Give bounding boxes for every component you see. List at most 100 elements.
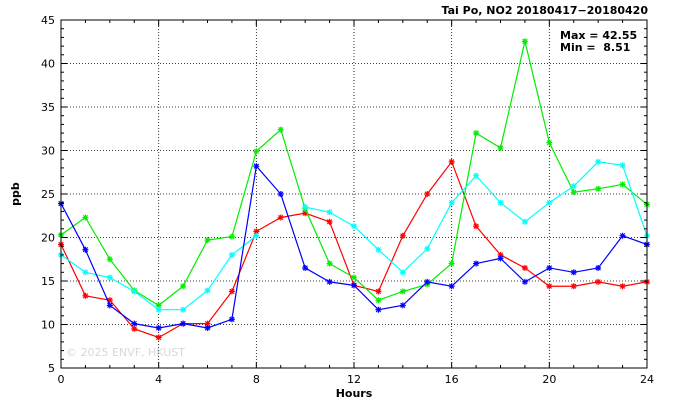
- data-point-marker: [546, 199, 553, 206]
- data-point-marker: [448, 199, 455, 206]
- series-group: [58, 158, 650, 341]
- data-point-marker: [375, 288, 382, 295]
- y-tick-label: 25: [41, 188, 55, 201]
- y-axis-title: ppb: [9, 182, 22, 206]
- data-point-marker: [473, 260, 480, 267]
- x-tick-label: 24: [640, 373, 654, 386]
- x-tick-label: 16: [445, 373, 459, 386]
- data-point-marker: [399, 232, 406, 239]
- data-point-marker: [473, 172, 480, 179]
- data-point-marker: [106, 274, 113, 281]
- data-point-marker: [204, 237, 211, 244]
- data-point-marker: [448, 158, 455, 165]
- min-label: Min = 8.51: [560, 41, 630, 54]
- data-point-marker: [448, 260, 455, 267]
- data-point-marker: [228, 251, 235, 258]
- data-point-marker: [204, 287, 211, 294]
- data-point-marker: [253, 228, 260, 235]
- data-point-marker: [546, 264, 553, 271]
- x-tick-label: 0: [58, 373, 65, 386]
- data-point-marker: [570, 183, 577, 190]
- y-tick-label: 20: [41, 232, 55, 245]
- series-group: [58, 163, 650, 331]
- data-point-marker: [521, 278, 528, 285]
- data-point-marker: [155, 306, 162, 313]
- data-point-marker: [228, 316, 235, 323]
- y-tick-label: 45: [41, 14, 55, 27]
- data-point-marker: [82, 292, 89, 299]
- data-point-marker: [424, 278, 431, 285]
- data-point-marker: [399, 288, 406, 295]
- data-point-marker: [82, 214, 89, 221]
- data-point-marker: [473, 223, 480, 230]
- data-point-marker: [277, 191, 284, 197]
- data-point-marker: [277, 126, 284, 133]
- data-point-marker: [351, 282, 357, 289]
- x-axis-title: Hours: [336, 387, 373, 400]
- data-point-marker: [595, 278, 602, 285]
- data-point-marker: [106, 302, 113, 309]
- data-point-marker: [253, 163, 260, 170]
- data-point-marker: [473, 130, 480, 137]
- data-point-marker: [375, 297, 382, 304]
- data-point-marker: [131, 288, 138, 295]
- data-point-marker: [546, 283, 553, 290]
- data-point-marker: [351, 223, 357, 230]
- data-point-marker: [326, 218, 333, 225]
- data-point-marker: [595, 185, 602, 192]
- data-point-marker: [131, 320, 138, 327]
- y-tick-label: 35: [41, 101, 55, 114]
- data-point-marker: [619, 283, 626, 290]
- data-point-marker: [375, 246, 382, 253]
- watermark-text: © 2025 ENVF, HKUST: [66, 346, 185, 359]
- y-tick-label: 30: [41, 145, 55, 158]
- data-point-marker: [570, 269, 577, 276]
- data-point-marker: [619, 232, 626, 239]
- data-point-marker: [155, 324, 162, 331]
- data-point-marker: [448, 283, 455, 290]
- data-point-marker: [497, 144, 504, 151]
- data-point-marker: [180, 283, 187, 290]
- data-point-marker: [326, 209, 333, 216]
- data-point-marker: [106, 256, 113, 263]
- data-point-marker: [351, 274, 357, 281]
- x-tick-label: 12: [347, 373, 361, 386]
- data-point-marker: [277, 214, 284, 221]
- max-label: Max = 42.55: [560, 29, 637, 42]
- data-point-marker: [302, 264, 309, 271]
- data-point-marker: [399, 269, 406, 276]
- y-tick-label: 15: [41, 275, 55, 288]
- data-point-marker: [570, 283, 577, 290]
- data-point-marker: [619, 181, 626, 188]
- data-point-marker: [131, 325, 138, 332]
- grid-lines: [61, 20, 647, 368]
- data-point-marker: [228, 233, 235, 240]
- axis-ticks: 0 4 8 12 16 20 24 5 10 15 20 25 30 35 40 45: [41, 14, 654, 386]
- chart-title: Tai Po, NO2 20180417−20180420: [442, 4, 649, 17]
- data-point-marker: [326, 278, 333, 285]
- x-tick-label: 20: [542, 373, 556, 386]
- data-point-marker: [595, 264, 602, 271]
- data-point-marker: [619, 162, 626, 169]
- data-point-marker: [253, 232, 260, 239]
- data-point-marker: [497, 255, 504, 262]
- x-tick-label: 4: [155, 373, 162, 386]
- data-point-marker: [82, 269, 89, 276]
- data-point-marker: [180, 306, 187, 313]
- data-point-marker: [302, 204, 309, 211]
- y-tick-label: 10: [41, 319, 55, 332]
- y-tick-label: 5: [48, 362, 55, 375]
- data-point-marker: [570, 189, 577, 196]
- data-point-marker: [155, 334, 162, 341]
- data-point-marker: [521, 264, 528, 271]
- data-point-marker: [399, 302, 406, 309]
- data-point-marker: [546, 139, 553, 146]
- data-point-marker: [326, 260, 333, 267]
- data-point-marker: [521, 38, 528, 45]
- series-lines: [58, 38, 650, 341]
- series-line: [60, 164, 648, 329]
- data-point-marker: [595, 158, 602, 165]
- data-point-marker: [204, 324, 211, 331]
